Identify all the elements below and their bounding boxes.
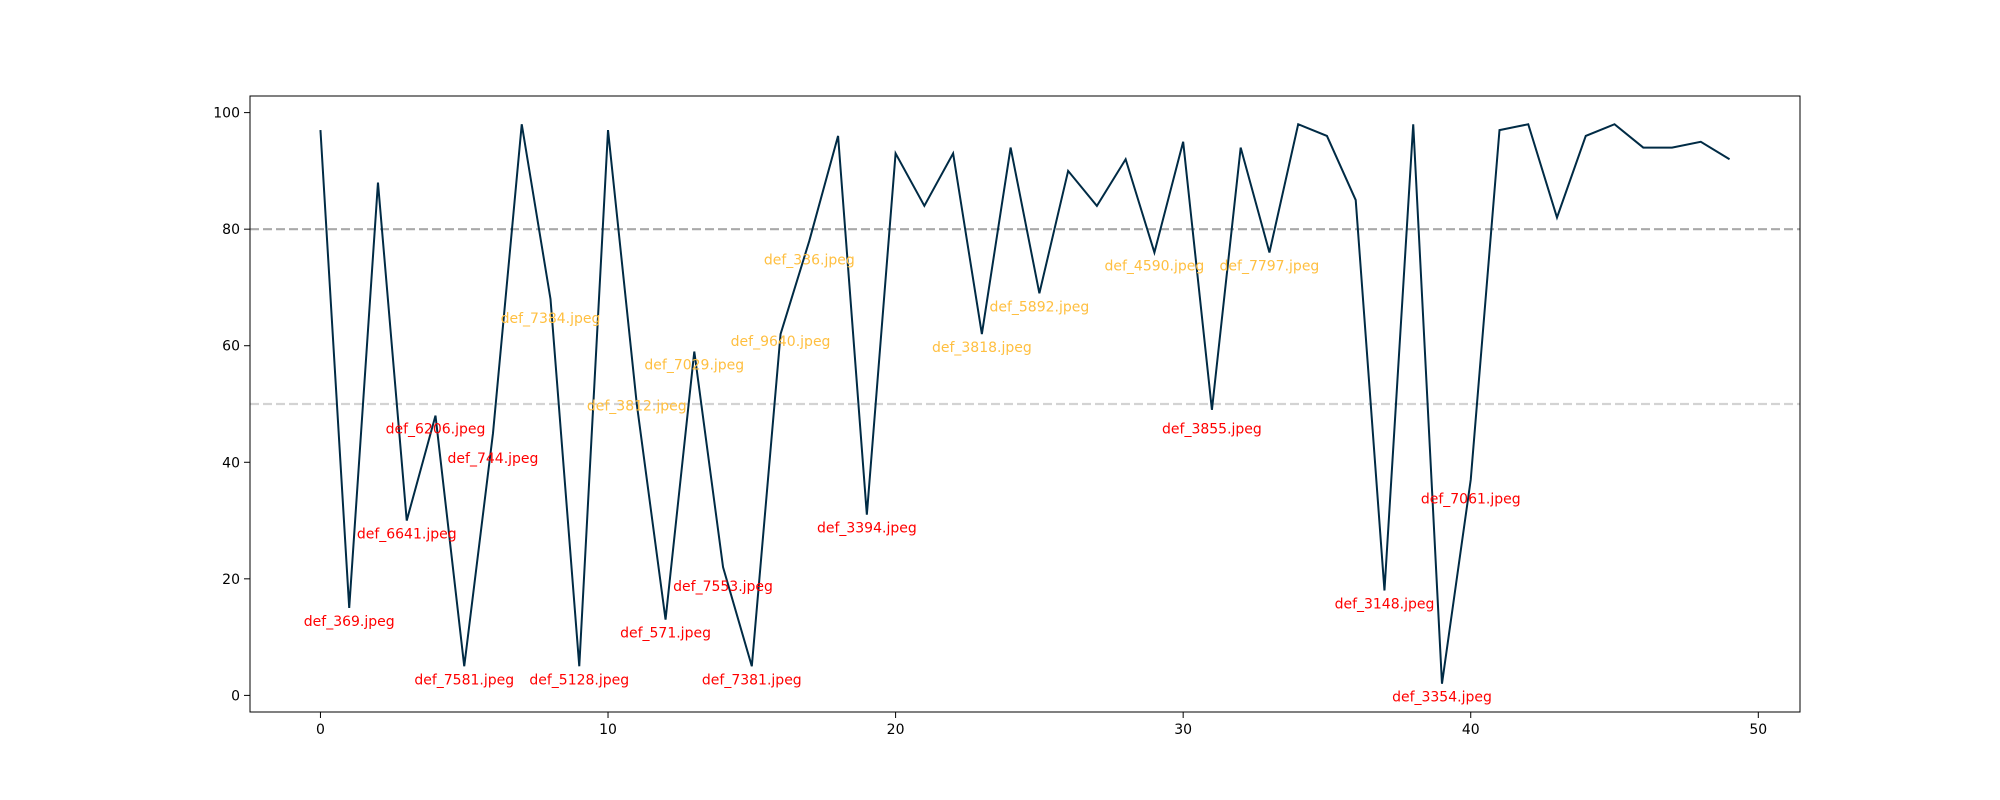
point-label-5: def_7384.jpeg [501, 311, 601, 327]
point-label-22: def_7061.jpeg [1421, 492, 1521, 508]
point-label-0: def_369.jpeg [304, 614, 395, 630]
y-tick-label-60: 60 [222, 339, 240, 355]
plot-frame [249, 95, 1801, 713]
point-label-19: def_7797.jpeg [1220, 258, 1320, 274]
point-label-10: def_7553.jpeg [673, 579, 773, 595]
y-tick-label-40: 40 [222, 455, 240, 471]
x-tick-label-20: 20 [887, 722, 905, 738]
point-label-8: def_571.jpeg [620, 626, 711, 642]
point-label-17: def_4590.jpeg [1105, 258, 1205, 274]
point-label-11: def_7381.jpeg [702, 672, 802, 688]
y-tick-label-100: 100 [213, 106, 240, 122]
point-label-9: def_7029.jpeg [644, 358, 744, 374]
point-label-12: def_9640.jpeg [731, 334, 831, 350]
point-label-6: def_5128.jpeg [529, 672, 629, 688]
point-label-7: def_3812.jpeg [587, 398, 687, 414]
point-label-15: def_3818.jpeg [932, 340, 1032, 356]
point-label-1: def_6641.jpeg [357, 527, 457, 543]
y-tick-label-80: 80 [222, 222, 240, 238]
point-label-2: def_6206.jpeg [386, 422, 486, 438]
point-label-18: def_3855.jpeg [1162, 422, 1262, 438]
x-axis: 0 10 20 30 40 50 [316, 712, 1767, 738]
point-label-14: def_3394.jpeg [817, 521, 917, 537]
point-label-16: def_5892.jpeg [989, 299, 1089, 315]
y-tick-label-20: 20 [222, 572, 240, 588]
point-annotations: def_369.jpegdef_6641.jpegdef_6206.jpegde… [304, 253, 1521, 706]
x-tick-label-30: 30 [1174, 722, 1192, 738]
point-label-3: def_7581.jpeg [414, 672, 514, 688]
x-tick-label-0: 0 [316, 722, 325, 738]
series-group [319, 122, 1731, 684]
threshold-lines [250, 228, 1800, 406]
x-tick-label-10: 10 [599, 722, 617, 738]
point-label-21: def_3354.jpeg [1392, 690, 1492, 706]
x-tick-label-50: 50 [1749, 722, 1767, 738]
point-label-4: def_744.jpeg [448, 451, 539, 467]
series-line-0 [319, 122, 1731, 684]
y-axis: 0 20 40 60 80 100 [213, 106, 250, 704]
y-tick-label-0: 0 [231, 688, 240, 704]
x-tick-label-40: 40 [1462, 722, 1480, 738]
point-label-13: def_336.jpeg [764, 253, 855, 269]
point-label-20: def_3148.jpeg [1335, 596, 1435, 612]
